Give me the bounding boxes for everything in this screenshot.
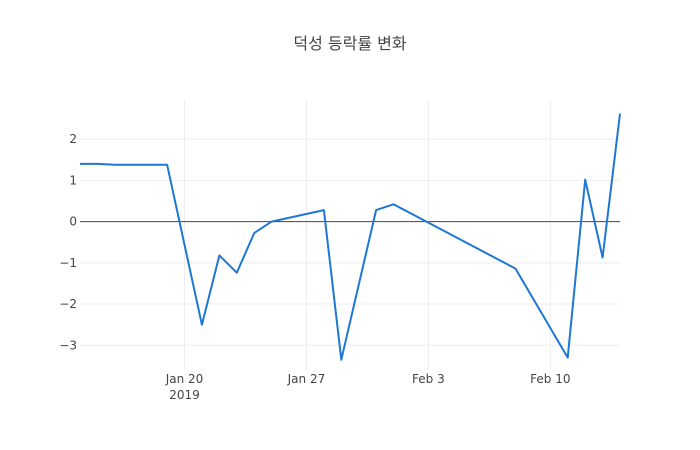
series-layer — [80, 113, 621, 361]
x-tick-label: Feb 10 — [530, 372, 570, 386]
grid-layer — [80, 100, 620, 370]
x-axis-tick-labels: Jan 20 2019 Jan 27 Feb 3 Feb 10 — [165, 372, 571, 402]
y-tick-label: −2 — [59, 297, 77, 311]
y-axis-tick-labels: 2 1 0 −1 −2 −3 — [59, 132, 77, 352]
x-tick-sublabel: 2019 — [169, 388, 200, 402]
x-tick-label: Jan 27 — [287, 372, 326, 386]
series-line — [80, 113, 621, 361]
y-tick-label: 1 — [69, 173, 77, 187]
y-tick-label: −1 — [59, 256, 77, 270]
x-tick-label: Feb 3 — [412, 372, 445, 386]
y-tick-label: 0 — [69, 215, 77, 229]
chart-title: 덕성 등락률 변화 — [293, 34, 406, 53]
x-tick-label: Jan 20 — [165, 372, 204, 386]
y-tick-label: 2 — [69, 132, 77, 146]
y-tick-label: −3 — [59, 338, 77, 352]
